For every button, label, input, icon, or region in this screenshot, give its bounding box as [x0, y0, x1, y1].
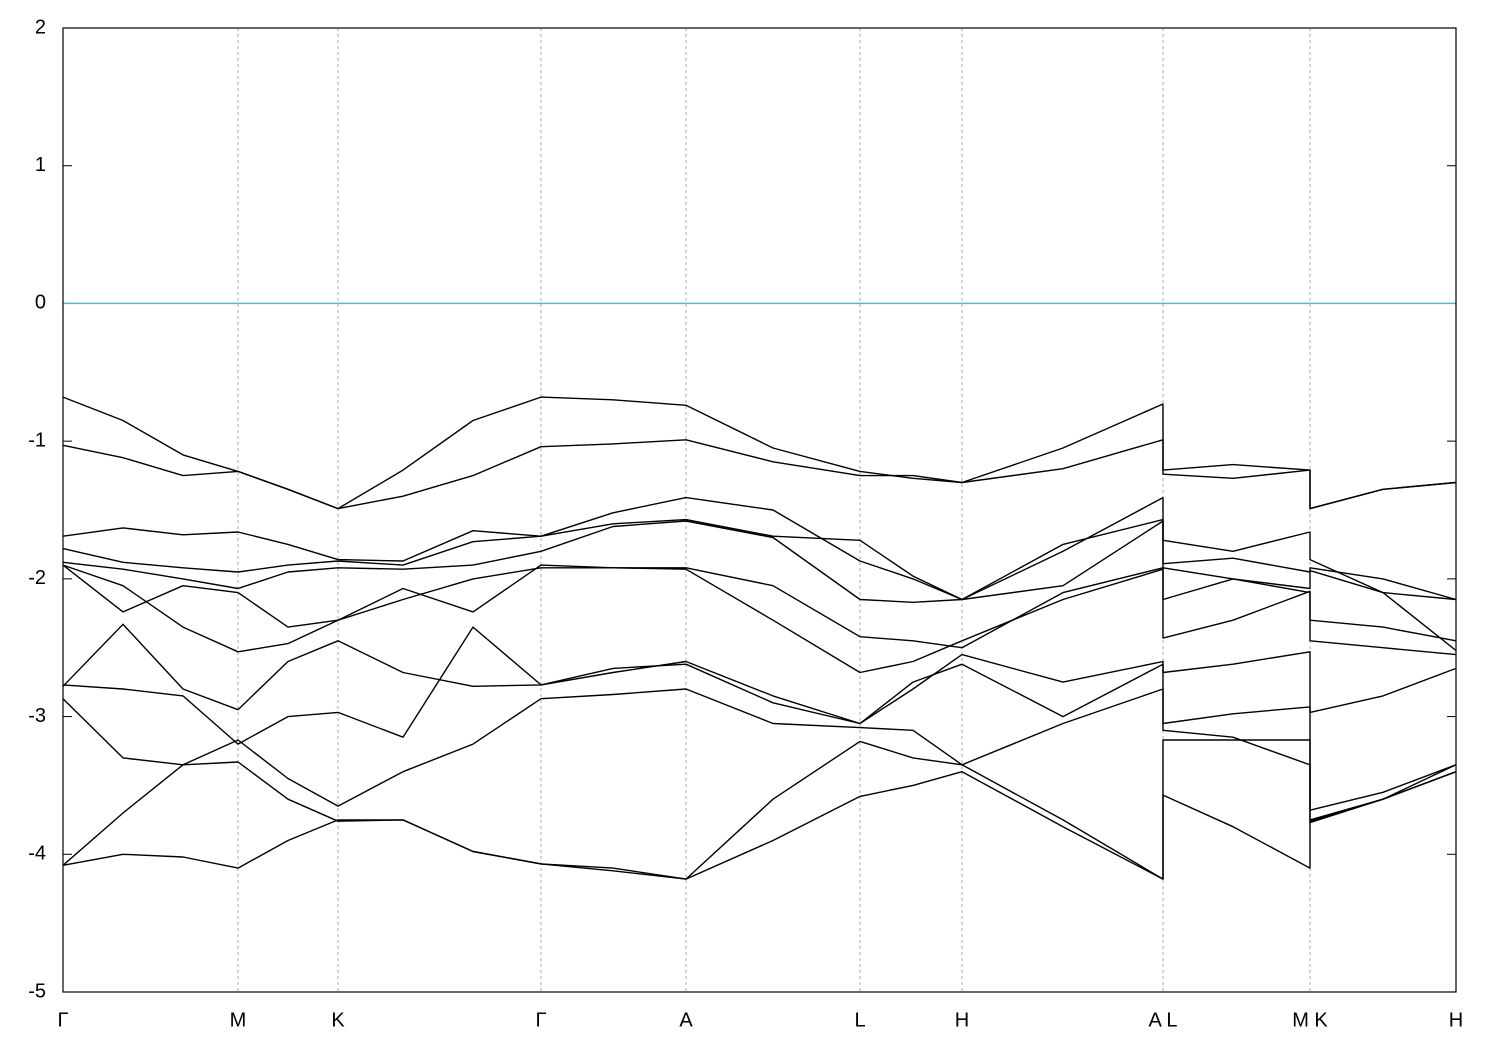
plot-frame [62, 27, 1457, 993]
band-line [62, 623, 1457, 725]
x-tick-label: Γ [535, 1009, 546, 1031]
x-tick-label: H [1449, 1009, 1463, 1031]
band-line [62, 439, 1457, 510]
x-tick-label: M [230, 1009, 247, 1031]
y-tick-label: 0 [35, 292, 46, 314]
x-tick-label: L [854, 1009, 865, 1031]
y-tick-label: -3 [28, 705, 46, 727]
band-line [62, 564, 1457, 649]
y-tick-label: -5 [28, 980, 46, 1002]
x-tick-label: M K [1292, 1009, 1328, 1031]
band-line [62, 496, 1457, 601]
x-tick-label: A [679, 1009, 693, 1031]
band-line [62, 626, 1457, 811]
band-line [62, 771, 1457, 880]
x-tick-label: Γ [57, 1009, 68, 1031]
y-tick-label: -1 [28, 429, 46, 451]
y-tick-label: -2 [28, 567, 46, 589]
x-tick-label: H [955, 1009, 969, 1031]
band-line [62, 496, 1457, 652]
y-tick-label: 1 [35, 154, 46, 176]
band-line [62, 739, 1457, 880]
y-tick-label: 2 [35, 16, 46, 38]
x-tick-label: A L [1149, 1009, 1178, 1031]
band-line [62, 688, 1457, 821]
y-tick-label: -4 [28, 843, 46, 865]
band-line [62, 564, 1457, 674]
x-tick-label: K [331, 1009, 345, 1031]
band-line [62, 520, 1457, 603]
